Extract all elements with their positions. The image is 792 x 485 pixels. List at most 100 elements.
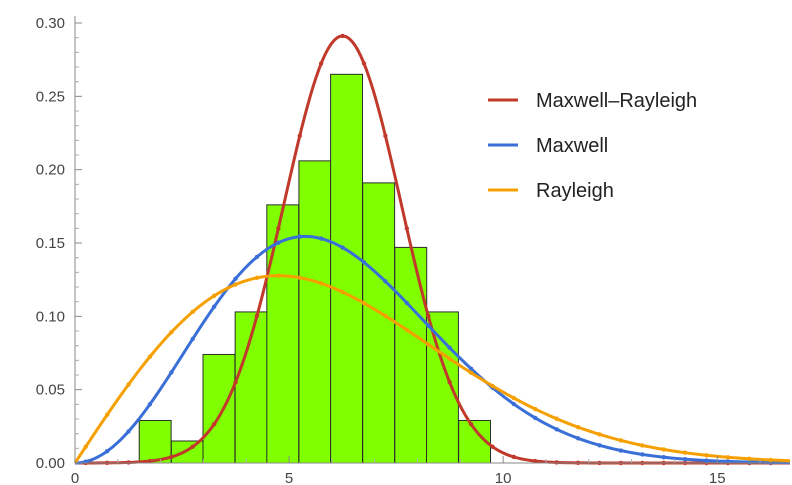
curve-point [104,449,110,454]
curve-point [404,226,410,231]
y-tick-label: 0.15 [36,235,65,252]
curve-point [533,458,538,464]
y-tick-label: 0.05 [36,382,65,399]
curve-point [233,380,238,385]
legend-item-maxwell-rayleigh: Maxwell–Rayleigh [488,90,697,112]
curve-point [340,289,345,295]
curve-point [404,300,410,306]
curve-point [468,370,474,375]
curve-point [511,395,517,401]
y-tick-label: 0.20 [36,162,65,179]
curve-point [254,254,260,260]
legend-label: Maxwell–Rayleigh [536,90,697,112]
y-tick-label: 0.10 [36,308,65,325]
curve-point [169,454,174,460]
legend-item-maxwell: Maxwell [488,135,608,157]
curve-point [340,245,345,250]
curve-point [361,260,367,265]
curve-point [318,61,324,66]
curve-point [640,452,645,457]
curve-point [597,432,602,437]
curve-point [618,448,624,453]
curve-point [254,313,260,319]
curve-point [147,354,153,359]
legend-item-rayleigh: Rayleigh [488,180,614,202]
curve-point [297,234,302,239]
y-tick-label: 0.25 [36,88,65,105]
curve-point [190,309,195,315]
curve-point [725,455,731,460]
curve-points-rayleigh [83,273,773,463]
curve-point [447,380,452,385]
curve-point [383,279,388,284]
curve-point [147,458,153,464]
curve-point [575,436,581,441]
histogram-bar [138,419,172,464]
curve-point [533,406,538,412]
curve-point [661,447,666,452]
curve-point [511,401,517,407]
curve-point [361,300,367,306]
curve-point [447,345,452,350]
curve-point [426,342,431,347]
curve-point [297,133,302,138]
curve-point [533,415,538,421]
curve-point [704,453,709,458]
curve-point [126,429,131,434]
curve-point [575,424,581,430]
curve-point [340,33,345,39]
curve-point [104,412,110,418]
curve-point [404,327,410,333]
legend-label: Rayleigh [536,180,614,202]
curve-point [297,275,302,280]
x-tick-label: 5 [285,470,293,485]
curve-point [383,313,388,319]
curve-point [704,458,709,463]
x-tick-label: 10 [495,470,512,485]
curve-point [233,276,238,281]
histogram-bar [266,204,300,464]
curve-point [468,366,474,371]
curve-point [126,382,131,387]
axes: 0.00 0.05 0.10 0.15 0.20 0.25 0.30 0 5 10 15 [36,15,790,485]
curve-point [276,240,281,245]
curve-point [661,455,666,460]
curve-point [597,443,602,448]
histogram-bar [170,440,204,464]
fit-curves [73,33,791,466]
x-tick-label: 15 [709,470,726,485]
curve-maxwell [74,234,791,465]
curve-point [768,457,773,463]
curve-point [169,330,174,335]
curve-point [169,370,174,375]
histogram-bar [330,73,364,464]
y-tick-label: 0.30 [36,15,65,32]
curve-point [447,356,452,361]
histogram-bar [426,311,459,464]
curve-point [747,456,752,461]
curve-point [276,273,281,278]
curve-point [682,450,688,455]
curve-point [511,454,517,460]
legend: Maxwell–Rayleigh Maxwell Rayleigh [488,90,697,202]
curve-point [426,323,431,328]
y-tick-label: 0.00 [36,455,65,472]
curve-point [554,427,559,432]
curve-point [318,236,324,241]
curve-point [682,456,688,462]
curve-point [276,226,281,231]
curve-point [211,293,217,299]
curve-point [83,444,88,449]
histogram-bars [138,73,492,464]
curve-point [490,383,495,389]
curve-point [190,444,195,449]
curve-point [554,460,559,465]
curve-point [383,133,388,138]
curve-point [190,336,195,342]
curve-point [554,416,559,421]
curve-point [211,304,217,309]
histogram-bar [298,160,332,464]
curve-point [211,421,217,427]
